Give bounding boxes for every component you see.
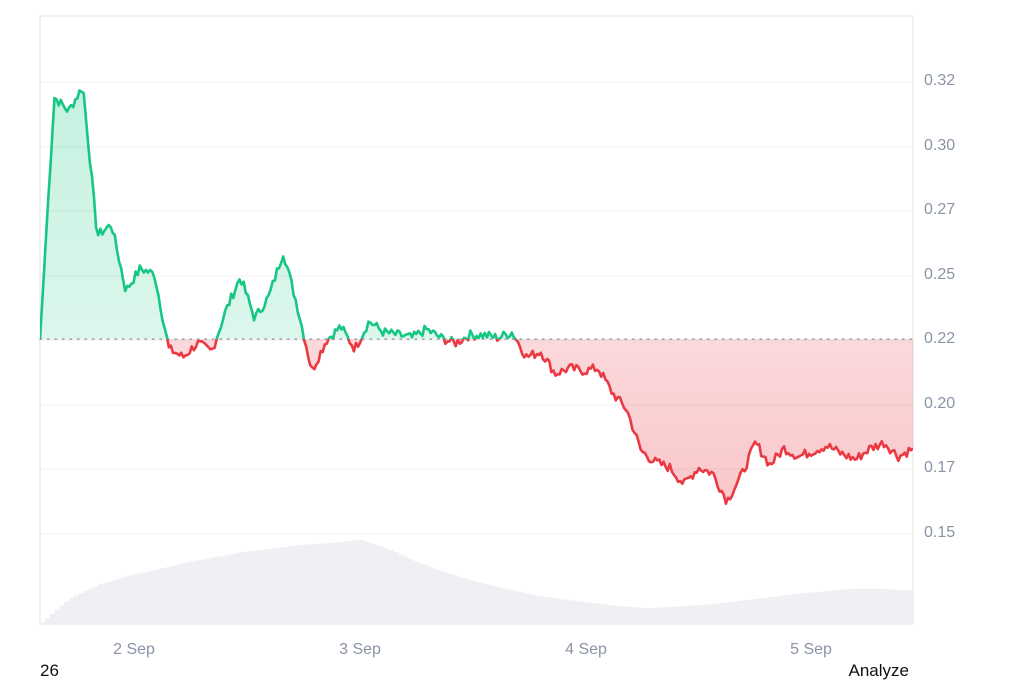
y-tick-3: 0.25 (924, 266, 956, 283)
y-tick-1: 0.30 (924, 137, 956, 154)
price-line-up[interactable] (40, 89, 913, 504)
y-tick-5: 0.20 (924, 395, 956, 412)
price-line-down[interactable] (40, 91, 913, 505)
area-above-baseline (40, 90, 913, 340)
y-tick-0: 0.32 (924, 72, 956, 89)
area-below-baseline (167, 339, 913, 504)
analyze-link[interactable]: Analyze (848, 661, 909, 680)
x-tick-1: 3 Sep (339, 641, 381, 658)
footer-left-text: 26 (40, 661, 59, 680)
y-tick-2: 0.27 (924, 201, 956, 218)
volume-area (40, 539, 913, 624)
x-tick-3: 5 Sep (790, 641, 832, 658)
y-tick-4: 0.22 (924, 330, 956, 347)
x-tick-0: 2 Sep (113, 641, 155, 658)
y-tick-7: 0.15 (924, 524, 956, 541)
y-tick-6: 0.17 (924, 459, 956, 476)
plot-frame (39, 15, 914, 625)
x-tick-2: 4 Sep (565, 641, 607, 658)
